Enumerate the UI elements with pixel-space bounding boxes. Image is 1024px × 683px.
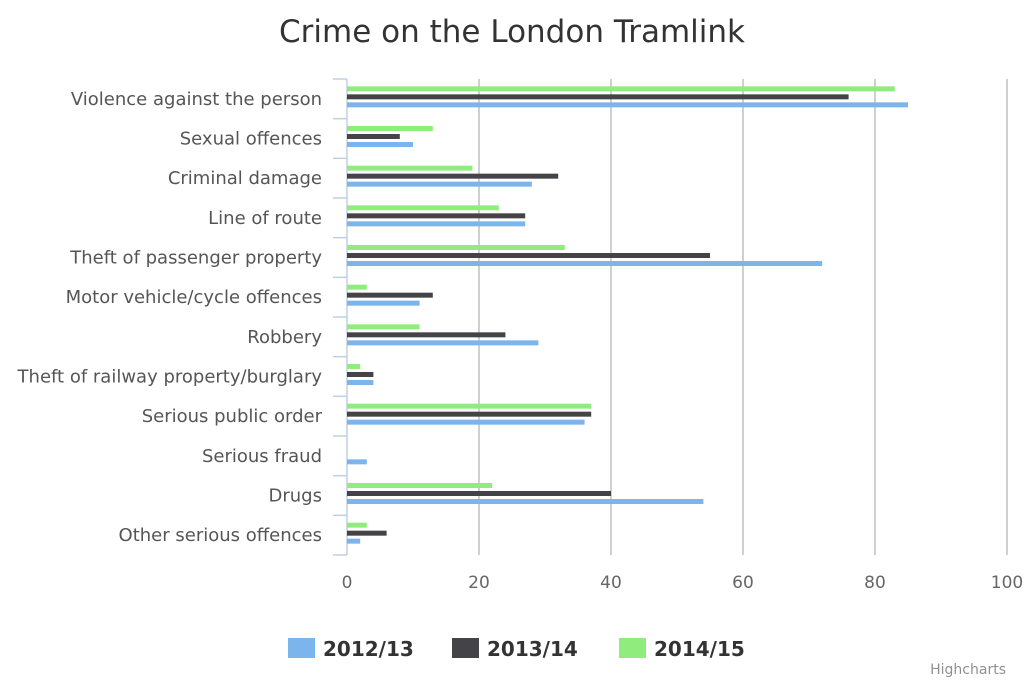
bar-2013-14-7[interactable]	[347, 372, 374, 377]
category-label: Robbery	[247, 327, 322, 348]
bar-2014-15-11[interactable]	[347, 522, 367, 528]
bar-2012-13-8[interactable]	[347, 419, 585, 425]
chart-title: Crime on the London Tramlink	[279, 14, 745, 50]
bar-2014-15-5[interactable]	[347, 284, 367, 290]
legend-label-2013-14[interactable]: 2013/14	[487, 637, 578, 661]
legend-swatch-2013-14[interactable]	[452, 638, 479, 658]
bar-2013-14-11[interactable]	[347, 530, 387, 536]
bar-2013-14-1[interactable]	[347, 134, 400, 139]
bar-2013-14-6[interactable]	[347, 332, 506, 338]
value-tick-label-0: 0	[342, 573, 353, 593]
bar-2012-13-0[interactable]	[347, 102, 908, 108]
bar-2012-13-1[interactable]	[347, 142, 413, 147]
category-label: Serious fraud	[202, 446, 322, 467]
category-label: Criminal damage	[168, 168, 322, 189]
category-label: Violence against the person	[71, 89, 322, 110]
value-tick-label-80: 80	[864, 573, 886, 593]
bar-2014-15-4[interactable]	[347, 245, 565, 250]
bar-2013-14-8[interactable]	[347, 411, 592, 417]
bar-2014-15-3[interactable]	[347, 205, 499, 211]
category-labels: Violence against the person Sexual offenc…	[17, 89, 323, 546]
value-tick-label-20: 20	[468, 573, 490, 593]
category-label: Theft of railway property/burglary	[17, 367, 323, 388]
bar-2013-14-5[interactable]	[347, 292, 433, 298]
bar-2012-13-9[interactable]	[347, 459, 367, 465]
category-label: Theft of passenger property	[69, 248, 322, 269]
value-tick-label-100: 100	[991, 573, 1023, 593]
chart-credit[interactable]: Highcharts	[930, 662, 1006, 678]
bar-2012-13-10[interactable]	[347, 499, 704, 504]
bar-2012-13-4[interactable]	[347, 261, 823, 266]
bar-2014-15-8[interactable]	[347, 403, 592, 409]
bar-2014-15-2[interactable]	[347, 165, 473, 171]
bar-2012-13-7[interactable]	[347, 380, 374, 385]
bar-2014-15-0[interactable]	[347, 86, 895, 92]
legend-label-2014-15[interactable]: 2014/15	[654, 637, 745, 661]
bar-2012-13-2[interactable]	[347, 181, 532, 187]
legend-label-2012-13[interactable]: 2012/13	[323, 637, 414, 661]
value-axis-labels: 0 20 40 60 80 100	[342, 573, 1024, 593]
legend-swatch-2014-15[interactable]	[619, 638, 646, 658]
bar-2013-14-0[interactable]	[347, 94, 849, 100]
bar-2013-14-3[interactable]	[347, 213, 526, 219]
category-label: Sexual offences	[180, 129, 322, 150]
bar-2013-14-10[interactable]	[347, 491, 611, 496]
category-label: Line of route	[208, 208, 322, 229]
legend-swatch-2012-13[interactable]	[288, 638, 315, 658]
bar-2013-14-2[interactable]	[347, 173, 559, 179]
bar-2012-13-5[interactable]	[347, 300, 420, 306]
value-tick-label-40: 40	[600, 573, 622, 593]
bar-2013-14-4[interactable]	[347, 253, 710, 258]
category-label: Drugs	[269, 486, 322, 507]
category-axis	[333, 78, 348, 556]
bar-2012-13-11[interactable]	[347, 538, 361, 544]
bar-2014-15-10[interactable]	[347, 483, 493, 488]
legend[interactable]: 2012/13 2013/14 2014/15	[288, 637, 745, 661]
category-label: Motor vehicle/cycle offences	[66, 287, 322, 308]
grid	[478, 79, 1008, 555]
bar-2012-13-6[interactable]	[347, 340, 539, 346]
bar-2012-13-3[interactable]	[347, 221, 526, 227]
category-label: Other serious offences	[119, 525, 322, 546]
bars	[347, 86, 908, 544]
bar-2014-15-1[interactable]	[347, 126, 433, 131]
bar-2014-15-6[interactable]	[347, 324, 420, 330]
value-tick-label-60: 60	[732, 573, 754, 593]
category-label: Serious public order	[142, 406, 323, 427]
bar-2014-15-7[interactable]	[347, 364, 361, 369]
